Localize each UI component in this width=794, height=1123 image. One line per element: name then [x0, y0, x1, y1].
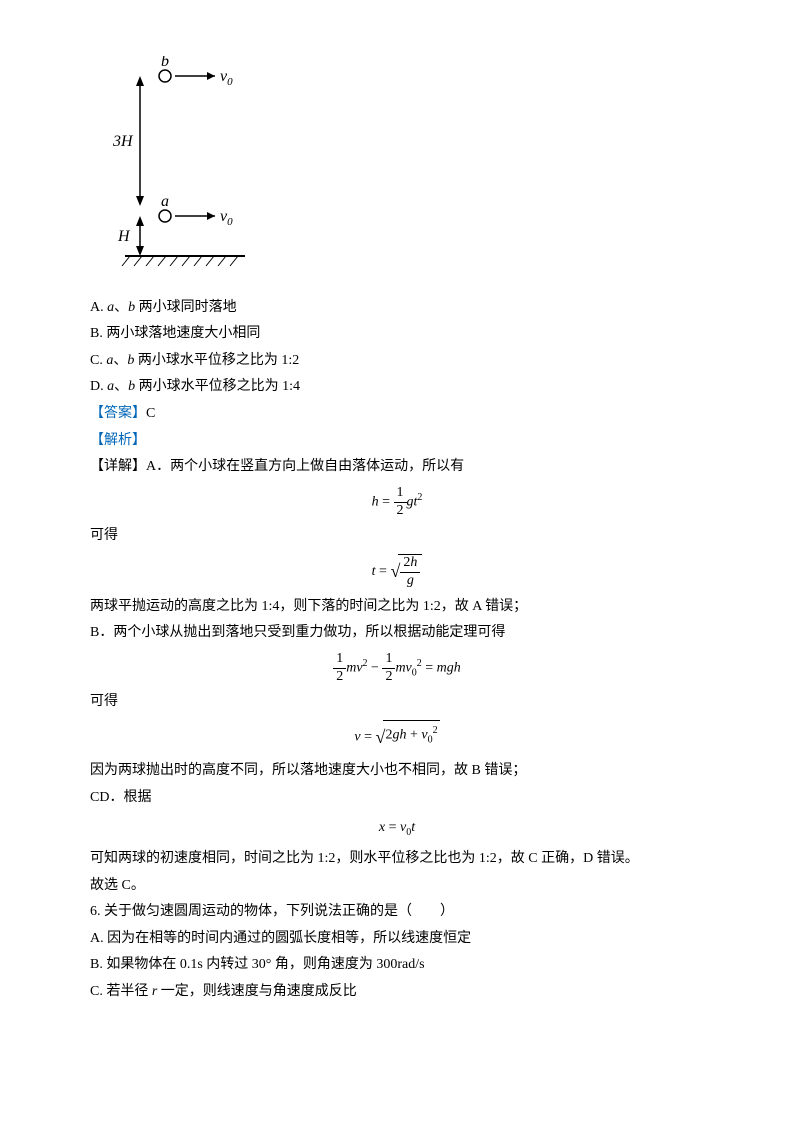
kede-2: 可得: [90, 689, 704, 716]
label-a: a: [161, 193, 169, 210]
label-v0-top: v0: [220, 68, 233, 88]
q6-option-B: B. 如果物体在 0.1s 内转过 30° 角，则角速度为 300rad/s: [90, 952, 704, 979]
formula-energy: 12mv2 − 12mv02 = mgh: [90, 651, 704, 686]
detail-A: 【详解】A．两个小球在竖直方向上做自由落体运动，所以有: [90, 454, 704, 481]
label-b: b: [161, 56, 169, 70]
conclusion-CD: 可知两球的初速度相同，时间之比为 1:2，则水平位移之比也为 1:2，故 C 正…: [90, 846, 704, 873]
kede-1: 可得: [90, 523, 704, 550]
analysis-header: 【解析】: [90, 428, 704, 455]
detail-B: B．两个小球从抛出到落地只受到重力做功，所以根据动能定理可得: [90, 620, 704, 647]
formula-v: v = 2gh + v02: [90, 720, 704, 754]
conclusion-B: 因为两球抛出时的高度不同，所以落地速度大小也不相同，故 B 错误；: [90, 758, 704, 785]
formula-t: t = 2hg: [90, 554, 704, 590]
final-answer: 故选 C。: [90, 873, 704, 900]
label-v0-bot: v0: [220, 208, 233, 228]
option-B: B. 两小球落地速度大小相同: [90, 321, 704, 348]
q6-option-C: C. 若半径 r 一定，则线速度与角速度成反比: [90, 979, 704, 1006]
label-H: H: [117, 228, 131, 245]
option-D: D. a、b 两小球水平位移之比为 1:4: [90, 374, 704, 401]
q6-option-A: A. 因为在相等的时间内通过的圆弧长度相等，所以线速度恒定: [90, 926, 704, 953]
physics-diagram: b v0 3H a v0 H: [110, 56, 704, 287]
detail-CD: CD．根据: [90, 785, 704, 812]
q6-stem: 6. 关于做匀速圆周运动的物体，下列说法正确的是（ ）: [90, 899, 704, 926]
formula-x: x = v0t: [90, 815, 704, 842]
option-A: A. a、b 两小球同时落地: [90, 295, 704, 322]
formula-h: h = 12gt2: [90, 485, 704, 520]
option-C: C. a、b 两小球水平位移之比为 1:2: [90, 348, 704, 375]
answer-line: 【答案】C: [90, 401, 704, 428]
conclusion-A: 两球平抛运动的高度之比为 1:4，则下落的时间之比为 1:2，故 A 错误；: [90, 594, 704, 621]
label-3H: 3H: [112, 133, 134, 150]
